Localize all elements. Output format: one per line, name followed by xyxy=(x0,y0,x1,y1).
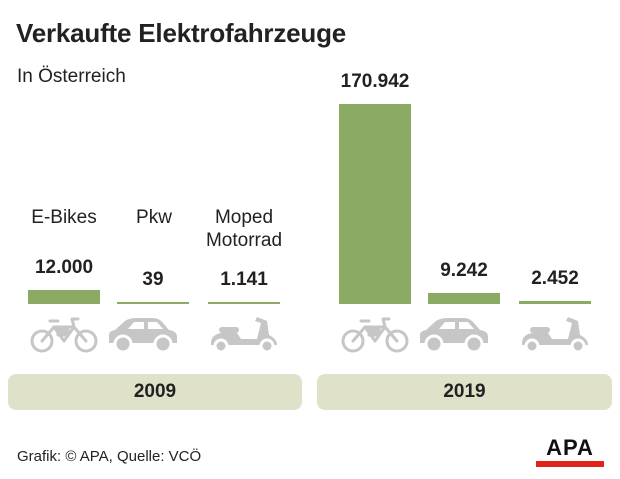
value-label-2019-ebikes: 170.942 xyxy=(340,71,410,92)
chart-subtitle: In Österreich xyxy=(17,66,126,87)
apa-logo: APA xyxy=(536,437,604,467)
chart-title: Verkaufte Elektrofahrzeuge xyxy=(16,18,347,48)
category-label-ebikes: E-Bikes xyxy=(31,207,97,228)
bar-2019-moped xyxy=(519,301,591,304)
apa-logo-bar xyxy=(536,461,604,467)
bicycle-icon xyxy=(28,315,100,353)
bar-2009-pkw xyxy=(117,302,189,304)
bicycle-icon xyxy=(339,315,411,353)
scooter-icon xyxy=(207,315,279,353)
bar-2009-moped xyxy=(208,302,280,304)
value-label-2019-pkw: 9.242 xyxy=(440,260,488,282)
year-band-2019: 2019 xyxy=(317,374,612,410)
year-band-2009: 2009 xyxy=(8,374,302,410)
bar-2019-ebikes xyxy=(339,104,411,304)
value-label-2009-pkw: 39 xyxy=(142,269,164,290)
car-icon xyxy=(418,315,490,353)
bar-2019-pkw xyxy=(428,293,500,304)
value-label-2009-moped: 1.141 xyxy=(220,269,268,290)
source-note: Grafik: © APA, Quelle: VCÖ xyxy=(17,448,202,465)
scooter-icon xyxy=(518,315,590,353)
category-label-moped: Moped Motorrad xyxy=(205,207,283,251)
apa-logo-text: APA xyxy=(546,435,594,460)
value-label-2019-moped: 2.452 xyxy=(531,268,579,290)
car-icon xyxy=(107,315,179,353)
value-label-2009-ebikes: 12.000 xyxy=(34,256,94,278)
category-label-pkw: Pkw xyxy=(136,207,172,228)
bar-2009-ebikes xyxy=(28,289,100,304)
